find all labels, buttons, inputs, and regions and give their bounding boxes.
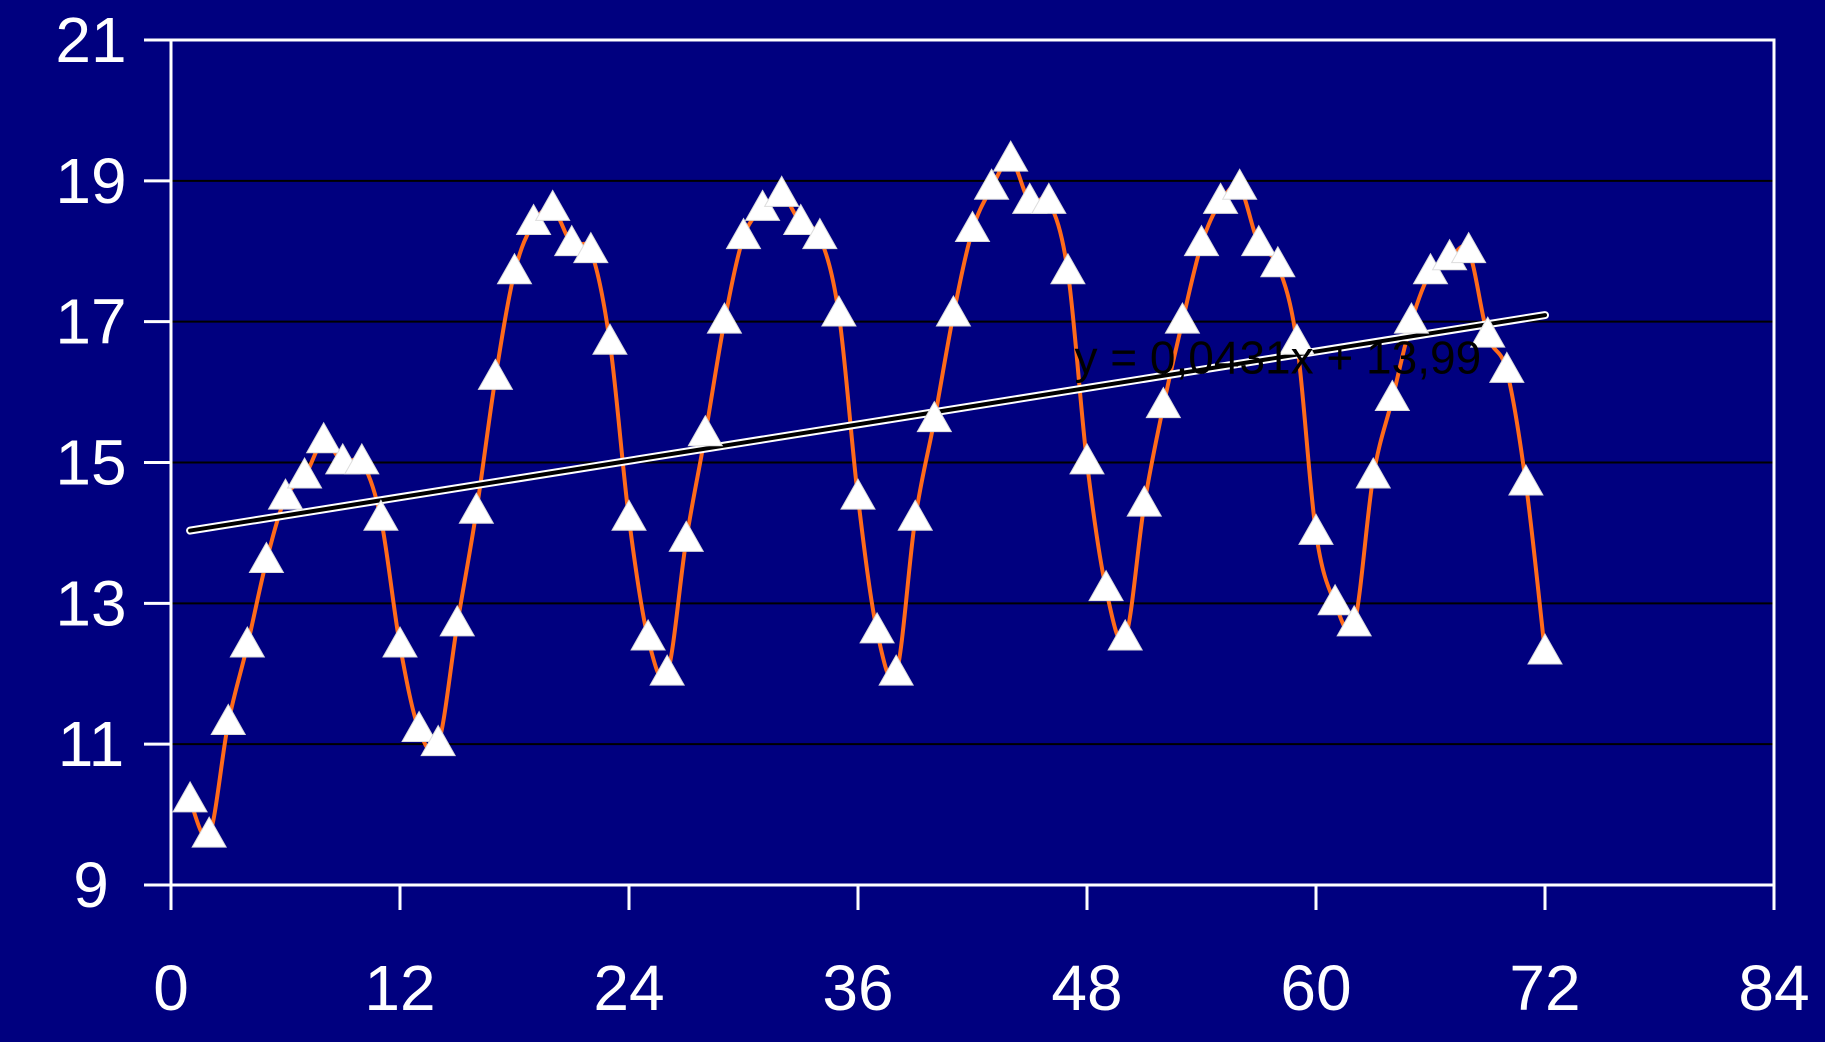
x-tick-label-48: 48 — [1051, 952, 1122, 1024]
data-point-marker-70 — [1488, 351, 1525, 383]
data-point-marker-64 — [1374, 379, 1411, 412]
data-point-marker-12 — [382, 625, 418, 658]
data-point-marker-36 — [840, 478, 876, 510]
x-tick-label-0: 0 — [153, 952, 189, 1024]
x-tick-label-12: 12 — [364, 952, 435, 1024]
data-point-marker-59 — [1279, 323, 1315, 355]
data-point-marker-14 — [420, 724, 457, 757]
data-point-marker-6 — [267, 478, 304, 510]
data-point-marker-65 — [1393, 302, 1430, 334]
data-point-marker-18 — [496, 252, 533, 285]
y-tick-label-21: 21 — [55, 4, 126, 76]
data-point-marker-58 — [1259, 245, 1296, 278]
data-point-marker-56 — [1221, 168, 1258, 200]
data-point-marker-44 — [992, 140, 1029, 172]
data-point-marker-54 — [1183, 224, 1220, 257]
data-point-marker-41 — [935, 295, 972, 327]
data-point-marker-38 — [878, 654, 915, 686]
data-point-marker-69 — [1469, 316, 1506, 348]
data-point-marker-23 — [592, 323, 628, 355]
data-point-marker-30 — [725, 217, 762, 250]
data-point-marker-34 — [801, 217, 838, 250]
marker-layer — [172, 140, 1563, 848]
data-point-marker-2 — [191, 816, 228, 848]
data-point-marker-11 — [363, 499, 399, 531]
label-layer: y = 0,0431x + 13,99 — [1075, 332, 1482, 384]
data-point-marker-3 — [210, 703, 247, 735]
trendline-equation: y = 0,0431x + 13,99 — [1075, 332, 1482, 384]
data-point-marker-71 — [1508, 464, 1544, 496]
data-point-marker-33 — [782, 203, 819, 235]
data-point-marker-50 — [1107, 618, 1144, 651]
trendline-layer — [186, 311, 1549, 535]
axes: 9 11 13 15 17 19 21 0 12 24 36 48 60 72 84 — [55, 4, 1809, 1024]
data-point-marker-52 — [1145, 386, 1182, 419]
data-point-marker-25 — [630, 618, 666, 651]
data-point-marker-43 — [973, 168, 1010, 200]
data-point-marker-8 — [305, 421, 342, 454]
data-point-marker-48 — [1069, 442, 1105, 475]
y-tick-label-11: 11 — [58, 708, 124, 780]
data-point-marker-61 — [1317, 583, 1353, 616]
x-tick-label-60: 60 — [1280, 952, 1351, 1024]
data-point-marker-21 — [553, 224, 590, 257]
data-point-marker-40 — [916, 400, 953, 433]
x-tick-label-72: 72 — [1509, 952, 1580, 1024]
data-point-marker-46 — [1030, 182, 1067, 214]
x-tick-label-36: 36 — [822, 952, 893, 1024]
y-tick-label-17: 17 — [55, 286, 126, 358]
data-point-marker-53 — [1164, 302, 1201, 334]
data-point-marker-15 — [439, 604, 476, 637]
data-point-marker-57 — [1240, 224, 1277, 257]
y-tick-label-9: 9 — [73, 849, 109, 921]
data-point-marker-39 — [897, 499, 934, 531]
data-point-marker-47 — [1050, 252, 1086, 285]
data-point-marker-37 — [859, 611, 895, 644]
x-tick-label-24: 24 — [593, 952, 664, 1024]
data-point-marker-62 — [1336, 604, 1373, 637]
data-point-marker-35 — [821, 295, 857, 327]
data-point-marker-49 — [1088, 569, 1124, 602]
data-point-marker-13 — [401, 710, 437, 742]
data-point-marker-22 — [572, 231, 609, 264]
y-tick-label-13: 13 — [55, 567, 126, 639]
data-point-marker-5 — [248, 541, 285, 573]
data-point-marker-16 — [458, 492, 495, 524]
data-point-marker-24 — [611, 499, 647, 531]
data-point-marker-27 — [668, 520, 705, 552]
data-point-marker-51 — [1126, 485, 1163, 517]
x-tick-label-84: 84 — [1738, 952, 1809, 1024]
data-point-marker-20 — [534, 189, 571, 221]
data-point-marker-60 — [1298, 513, 1334, 545]
data-point-marker-29 — [706, 302, 743, 334]
data-point-marker-68 — [1450, 231, 1487, 264]
data-point-marker-63 — [1355, 456, 1392, 489]
data-point-marker-32 — [763, 175, 800, 207]
data-point-marker-1 — [172, 780, 208, 813]
trendline — [188, 313, 1547, 533]
data-point-marker-42 — [954, 210, 991, 243]
data-point-marker-17 — [477, 358, 514, 390]
y-tick-label-15: 15 — [55, 427, 126, 499]
y-tick-label-19: 19 — [55, 145, 126, 217]
data-point-marker-26 — [649, 654, 686, 686]
data-point-marker-10 — [343, 442, 380, 475]
data-point-marker-4 — [229, 625, 266, 658]
data-point-marker-72 — [1527, 633, 1563, 665]
data-point-marker-7 — [286, 456, 323, 489]
data-point-marker-28 — [687, 414, 724, 447]
